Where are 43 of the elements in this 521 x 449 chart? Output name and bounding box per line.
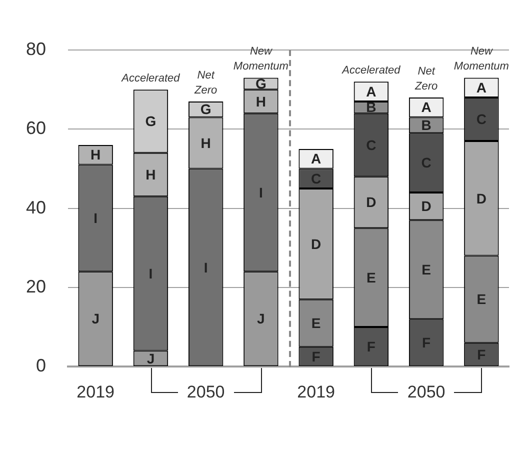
- text: E: [366, 269, 376, 286]
- series-label: B: [421, 117, 432, 134]
- series-label: G: [200, 101, 212, 118]
- y-tick-label: 60: [26, 118, 46, 138]
- text: E: [476, 291, 486, 308]
- text: D: [311, 236, 322, 252]
- text: J: [92, 310, 100, 327]
- annotation: New Momentum: [233, 46, 288, 73]
- annotation: Net Zero: [194, 69, 218, 96]
- y-tick-label: 80: [26, 38, 46, 59]
- y-tick-label: 0: [36, 356, 46, 376]
- text: I: [148, 265, 153, 282]
- text: G: [145, 113, 156, 130]
- series-label: A: [311, 150, 322, 167]
- x-tick-label: 2019: [76, 382, 114, 402]
- text: A: [366, 83, 376, 100]
- text: I: [204, 259, 208, 276]
- text: J: [257, 310, 265, 327]
- series-label: H: [90, 146, 101, 163]
- x-tick-label: 2019: [297, 382, 335, 402]
- x-tick-label: 2050: [407, 382, 446, 402]
- series-label: E: [311, 314, 321, 331]
- text: I: [259, 184, 263, 200]
- series-label: J: [146, 350, 155, 366]
- text: A: [421, 99, 432, 116]
- text: A: [476, 79, 486, 96]
- y-tick-label: 20: [26, 276, 46, 296]
- x-tick-label: 2050: [186, 382, 225, 402]
- annotation: Accelerated: [341, 64, 402, 77]
- annotation: Net Zero: [414, 65, 438, 92]
- y-tick-label: 40: [26, 197, 46, 218]
- text: D: [366, 194, 376, 210]
- text: H: [200, 134, 211, 151]
- text: B: [366, 99, 376, 116]
- text: H: [146, 166, 156, 183]
- text: D: [476, 190, 486, 206]
- annotation: New Momentum: [454, 46, 509, 73]
- text: H: [256, 93, 266, 110]
- series-label: I: [94, 210, 98, 226]
- series-label: D: [421, 198, 432, 214]
- text: G: [256, 76, 266, 92]
- annotation: Accelerated: [120, 72, 181, 85]
- text: E: [422, 262, 431, 278]
